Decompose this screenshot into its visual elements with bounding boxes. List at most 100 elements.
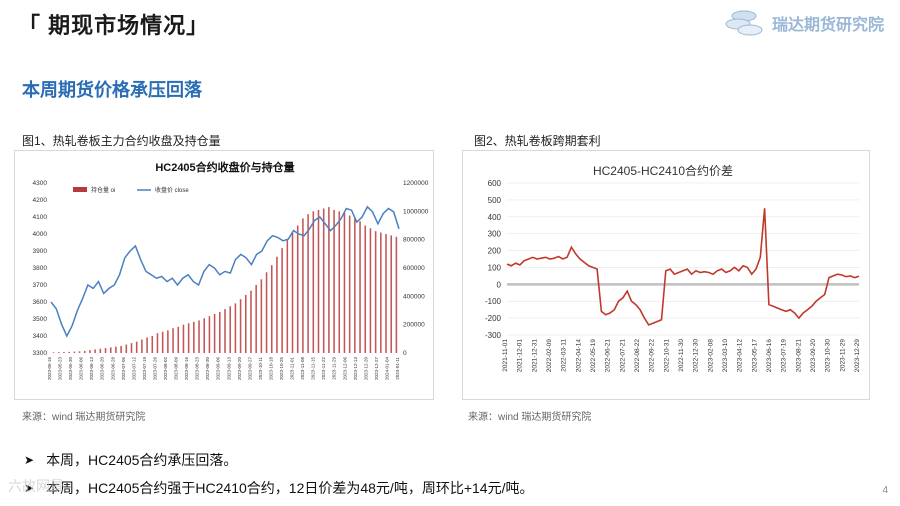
coins-logo-icon	[725, 10, 763, 36]
x-tick: 2023-07-19	[142, 357, 147, 381]
oi-bar	[182, 324, 185, 353]
x-tick: 2023-03-10	[722, 339, 729, 373]
y-left-tick: 3500	[33, 316, 48, 323]
oi-bar	[193, 321, 195, 353]
section-subtitle: 本周期货价格承压回落	[22, 80, 202, 100]
x-tick: 2023-02-08	[707, 339, 714, 373]
x-tick: 2022-06-21	[605, 339, 612, 373]
oi-bar	[364, 225, 367, 353]
oi-bar	[260, 279, 263, 353]
arrow-icon: ➤	[24, 481, 35, 495]
chart1-title: HC2405合约收盘价与持仓量	[155, 160, 294, 174]
figure1-source: 来源：wind 瑞达期货研究院	[22, 412, 146, 423]
oi-bar	[369, 228, 372, 353]
oi-bar	[343, 212, 346, 353]
x-tick: 2023-11-08	[300, 357, 305, 380]
y-left-tick: 3400	[33, 333, 48, 340]
x-tick: 2023-12-29	[854, 339, 861, 373]
x-tick: 2023-04-12	[737, 339, 744, 373]
oi-bar	[307, 214, 309, 353]
y-left-tick: 3300	[33, 350, 48, 357]
y-tick: 500	[488, 196, 502, 205]
oi-bar	[328, 207, 330, 353]
summary-bullets: ➤ 本周，HC2405合约承压回落。 ➤ 本周，HC2405合约强于HC2410…	[24, 450, 533, 506]
oi-bar	[374, 231, 377, 353]
x-tick: 2021-11-01	[502, 339, 509, 372]
oi-bar	[359, 221, 361, 353]
oi-bar	[187, 323, 190, 353]
y-right-tick: 0	[403, 350, 407, 357]
oi-bar	[135, 341, 138, 353]
figure1-caption: 图1、热轧卷板主力合约收盘及持仓量	[22, 134, 221, 148]
x-tick: 2023-06-16	[766, 339, 773, 373]
oi-bar	[177, 326, 180, 353]
oi-bar	[302, 218, 304, 353]
x-tick: 2022-08-22	[634, 339, 641, 373]
oi-bar	[395, 236, 398, 353]
legend-oi-swatch	[73, 187, 87, 192]
x-tick: 2022-07-21	[619, 339, 626, 373]
oi-bar	[141, 339, 143, 353]
oi-bar	[317, 209, 320, 353]
oi-bar	[156, 333, 159, 353]
x-tick: 2023-08-21	[795, 339, 802, 373]
oi-bar	[146, 337, 148, 353]
y-tick: 0	[497, 280, 502, 289]
y-right-tick: 1200000	[403, 180, 429, 187]
x-tick: 2023-06-20	[100, 357, 105, 381]
y-tick: 400	[488, 213, 502, 222]
oi-bar	[244, 294, 247, 353]
oi-bar	[338, 211, 341, 353]
oi-bar	[78, 351, 81, 353]
page-number: 4	[882, 485, 888, 496]
oi-bar	[348, 215, 351, 353]
page-title: 「 期现市场情况」	[18, 13, 210, 38]
x-tick: 2023-07-19	[781, 339, 788, 373]
x-tick: 2023-11-22	[321, 357, 326, 380]
x-tick: 2023-09-13	[226, 357, 231, 381]
oi-bar	[109, 347, 112, 353]
oi-bar	[198, 320, 200, 353]
x-tick: 2024-01-04	[384, 357, 389, 381]
chart2-svg: HC2405-HC2410合约价差 -300 -200 -100 0 100 200 300 4…	[485, 163, 861, 373]
x-tick: 2023-08-02	[163, 357, 168, 381]
y-left-tick: 4000	[33, 231, 48, 238]
figure2-source: 来源：wind 瑞达期货研究院	[468, 412, 592, 423]
oi-bar	[333, 209, 335, 353]
oi-bar	[286, 239, 289, 353]
x-tick: 2021-12-31	[531, 339, 538, 373]
oi-bar	[115, 346, 117, 353]
oi-bar	[380, 232, 382, 353]
oi-bar	[161, 331, 164, 353]
oi-bar	[83, 350, 86, 353]
x-tick: 2022-12-30	[693, 339, 700, 373]
bullet-item: ➤ 本周，HC2405合约承压回落。	[24, 450, 533, 470]
oi-bar	[68, 351, 70, 353]
x-tick: 2023-09-20	[810, 339, 817, 373]
x-tick: 2023-11-01	[290, 357, 295, 380]
bullet-item: ➤ 本周，HC2405合约强于HC2410合约，12日价差为48元/吨，周环比+…	[24, 478, 533, 498]
legend-oi-label: 持仓量 oi	[91, 186, 115, 194]
oi-bar	[296, 225, 299, 353]
oi-bar	[276, 256, 278, 353]
oi-bar	[229, 306, 231, 353]
x-tick: 2023-06-28	[110, 357, 115, 381]
x-tick: 2023-08-23	[195, 357, 200, 381]
figure2-frame: HC2405-HC2410合约价差 -300 -200 -100 0 100 200 300 4…	[462, 150, 870, 400]
x-tick: 2023-10-11	[258, 357, 263, 380]
oi-bar	[224, 309, 226, 353]
oi-bar	[130, 343, 133, 353]
oi-bar	[125, 344, 128, 353]
oi-bar	[167, 330, 169, 353]
x-tick: 2023-09-20	[237, 357, 242, 381]
chart2-title: HC2405-HC2410合约价差	[593, 163, 733, 178]
y-right-tick: 800000	[403, 237, 425, 244]
x-tick: 2023-05-17	[751, 339, 758, 373]
x-tick: 2023-08-16	[184, 357, 189, 381]
oi-bar	[89, 350, 91, 353]
bullet-text: 本周，HC2405合约强于HC2410合约，12日价差为48元/吨，周环比+14…	[46, 480, 534, 496]
y-tick: -200	[485, 314, 502, 323]
x-tick: 2023-07-05	[121, 357, 126, 381]
x-tick: 2023-05-23	[58, 357, 63, 381]
